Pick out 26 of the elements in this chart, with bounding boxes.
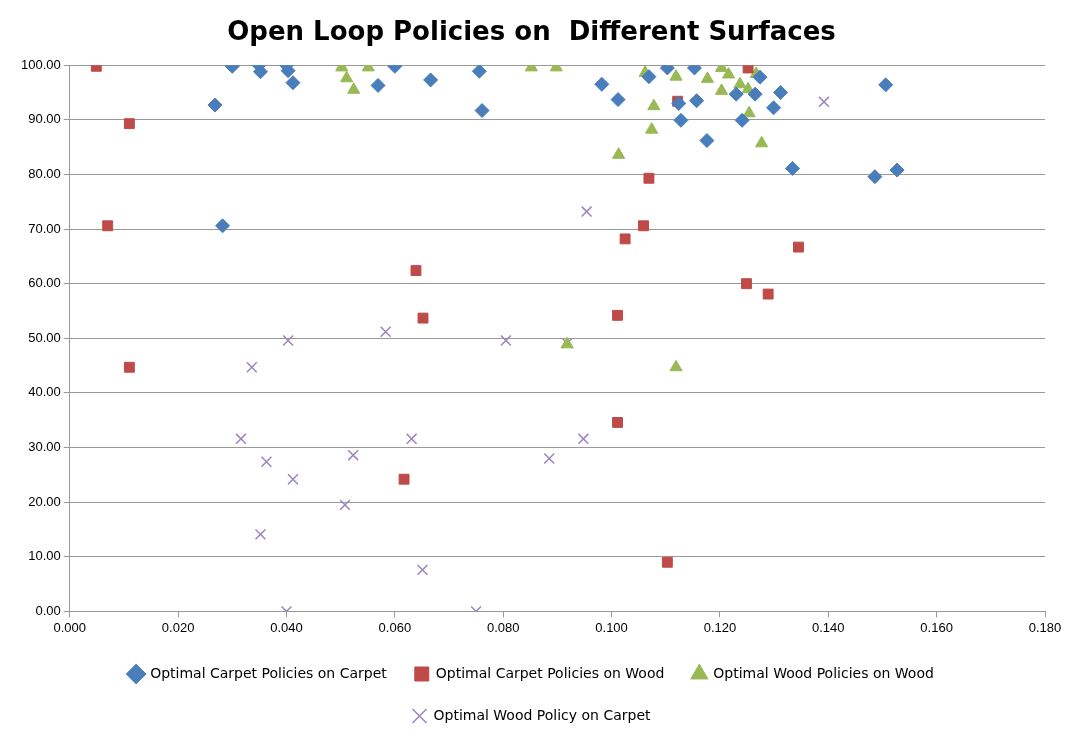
x-tick-label: 0.100 bbox=[595, 619, 628, 635]
y-tick-label: 90.00 bbox=[28, 111, 61, 127]
y-tick-label: 30.00 bbox=[28, 439, 61, 455]
legend-label: Optimal Carpet Policies on Wood bbox=[435, 664, 665, 681]
y-tick-label: 40.00 bbox=[28, 384, 61, 400]
chart-title: Open Loop Policies on Different Surfaces bbox=[227, 16, 836, 47]
x-tick-label: 0.180 bbox=[1028, 619, 1062, 635]
legend-label: Optimal Carpet Policies on Carpet bbox=[150, 664, 388, 681]
y-tick-label: 0.00 bbox=[35, 602, 61, 618]
x-tick-label: 0.040 bbox=[270, 619, 303, 635]
x-tick-label: 0.140 bbox=[812, 619, 845, 635]
x-tick-label: 0.020 bbox=[161, 619, 195, 635]
x-tick-label: 0.000 bbox=[53, 619, 87, 635]
legend-label: Optimal Wood Policy on Carpet bbox=[433, 706, 652, 723]
y-tick-label: 20.00 bbox=[28, 493, 61, 509]
y-tick-label: 60.00 bbox=[28, 275, 61, 291]
y-tick-label: 70.00 bbox=[28, 220, 61, 236]
y-tick-label: 100.00 bbox=[21, 56, 61, 72]
x-tick-label: 0.160 bbox=[920, 619, 953, 635]
x-tick-label: 0.120 bbox=[703, 619, 737, 635]
y-tick-label: 50.00 bbox=[28, 329, 61, 345]
y-tick-label: 10.00 bbox=[28, 548, 61, 564]
x-tick-label: 0.060 bbox=[378, 619, 412, 635]
x-tick-label: 0.080 bbox=[486, 619, 520, 635]
y-tick-label: 80.00 bbox=[28, 166, 61, 182]
legend-label: Optimal Wood Policies on Wood bbox=[713, 664, 934, 681]
